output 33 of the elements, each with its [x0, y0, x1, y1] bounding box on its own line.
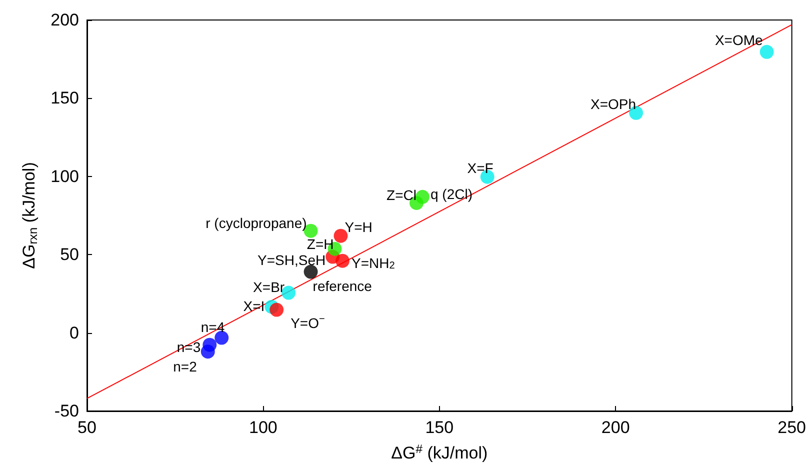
annotation: X=OPh [590, 96, 636, 112]
x-tick-label: 100 [249, 418, 278, 437]
y-tick-label: 0 [70, 323, 79, 342]
point [270, 302, 284, 317]
annotation: reference [312, 278, 372, 294]
y-tick-label: 200 [50, 10, 79, 30]
annotation: Y=SH,SeH [258, 252, 326, 268]
annotation: X=Br [253, 278, 285, 295]
x-tick-label: 200 [601, 418, 630, 437]
annotation: Z=Cl [386, 186, 417, 203]
y-tick-label: -50 [54, 402, 79, 420]
annotation: Z=H [306, 236, 334, 252]
annotation: X=F [467, 160, 494, 176]
y-tick-label: 100 [50, 166, 79, 186]
x-tick-label: 50 [78, 418, 96, 437]
annotation: r (cyclopropane) [206, 214, 307, 231]
x-axis-title: ΔG# (kJ/mol) [391, 442, 488, 462]
annotation: Y=H [344, 218, 372, 235]
point [760, 44, 774, 59]
point [214, 330, 229, 345]
annotation: Y=O− [290, 314, 325, 331]
point [416, 190, 430, 204]
annotation: n=2 [173, 358, 198, 375]
annotation: X=I [243, 298, 265, 314]
annotation: n=4 [200, 318, 225, 335]
y-tick-label: 50 [60, 245, 79, 264]
annotation: q (2Cl) [430, 186, 473, 202]
annotation: X=OMe [714, 32, 764, 48]
x-tick-label: 250 [778, 418, 806, 437]
point [202, 338, 217, 352]
x-tick-label: 150 [425, 418, 454, 437]
y-axis-title: ΔGrxn (kJ/mol) [20, 162, 40, 269]
y-tick-label: 150 [50, 88, 79, 108]
